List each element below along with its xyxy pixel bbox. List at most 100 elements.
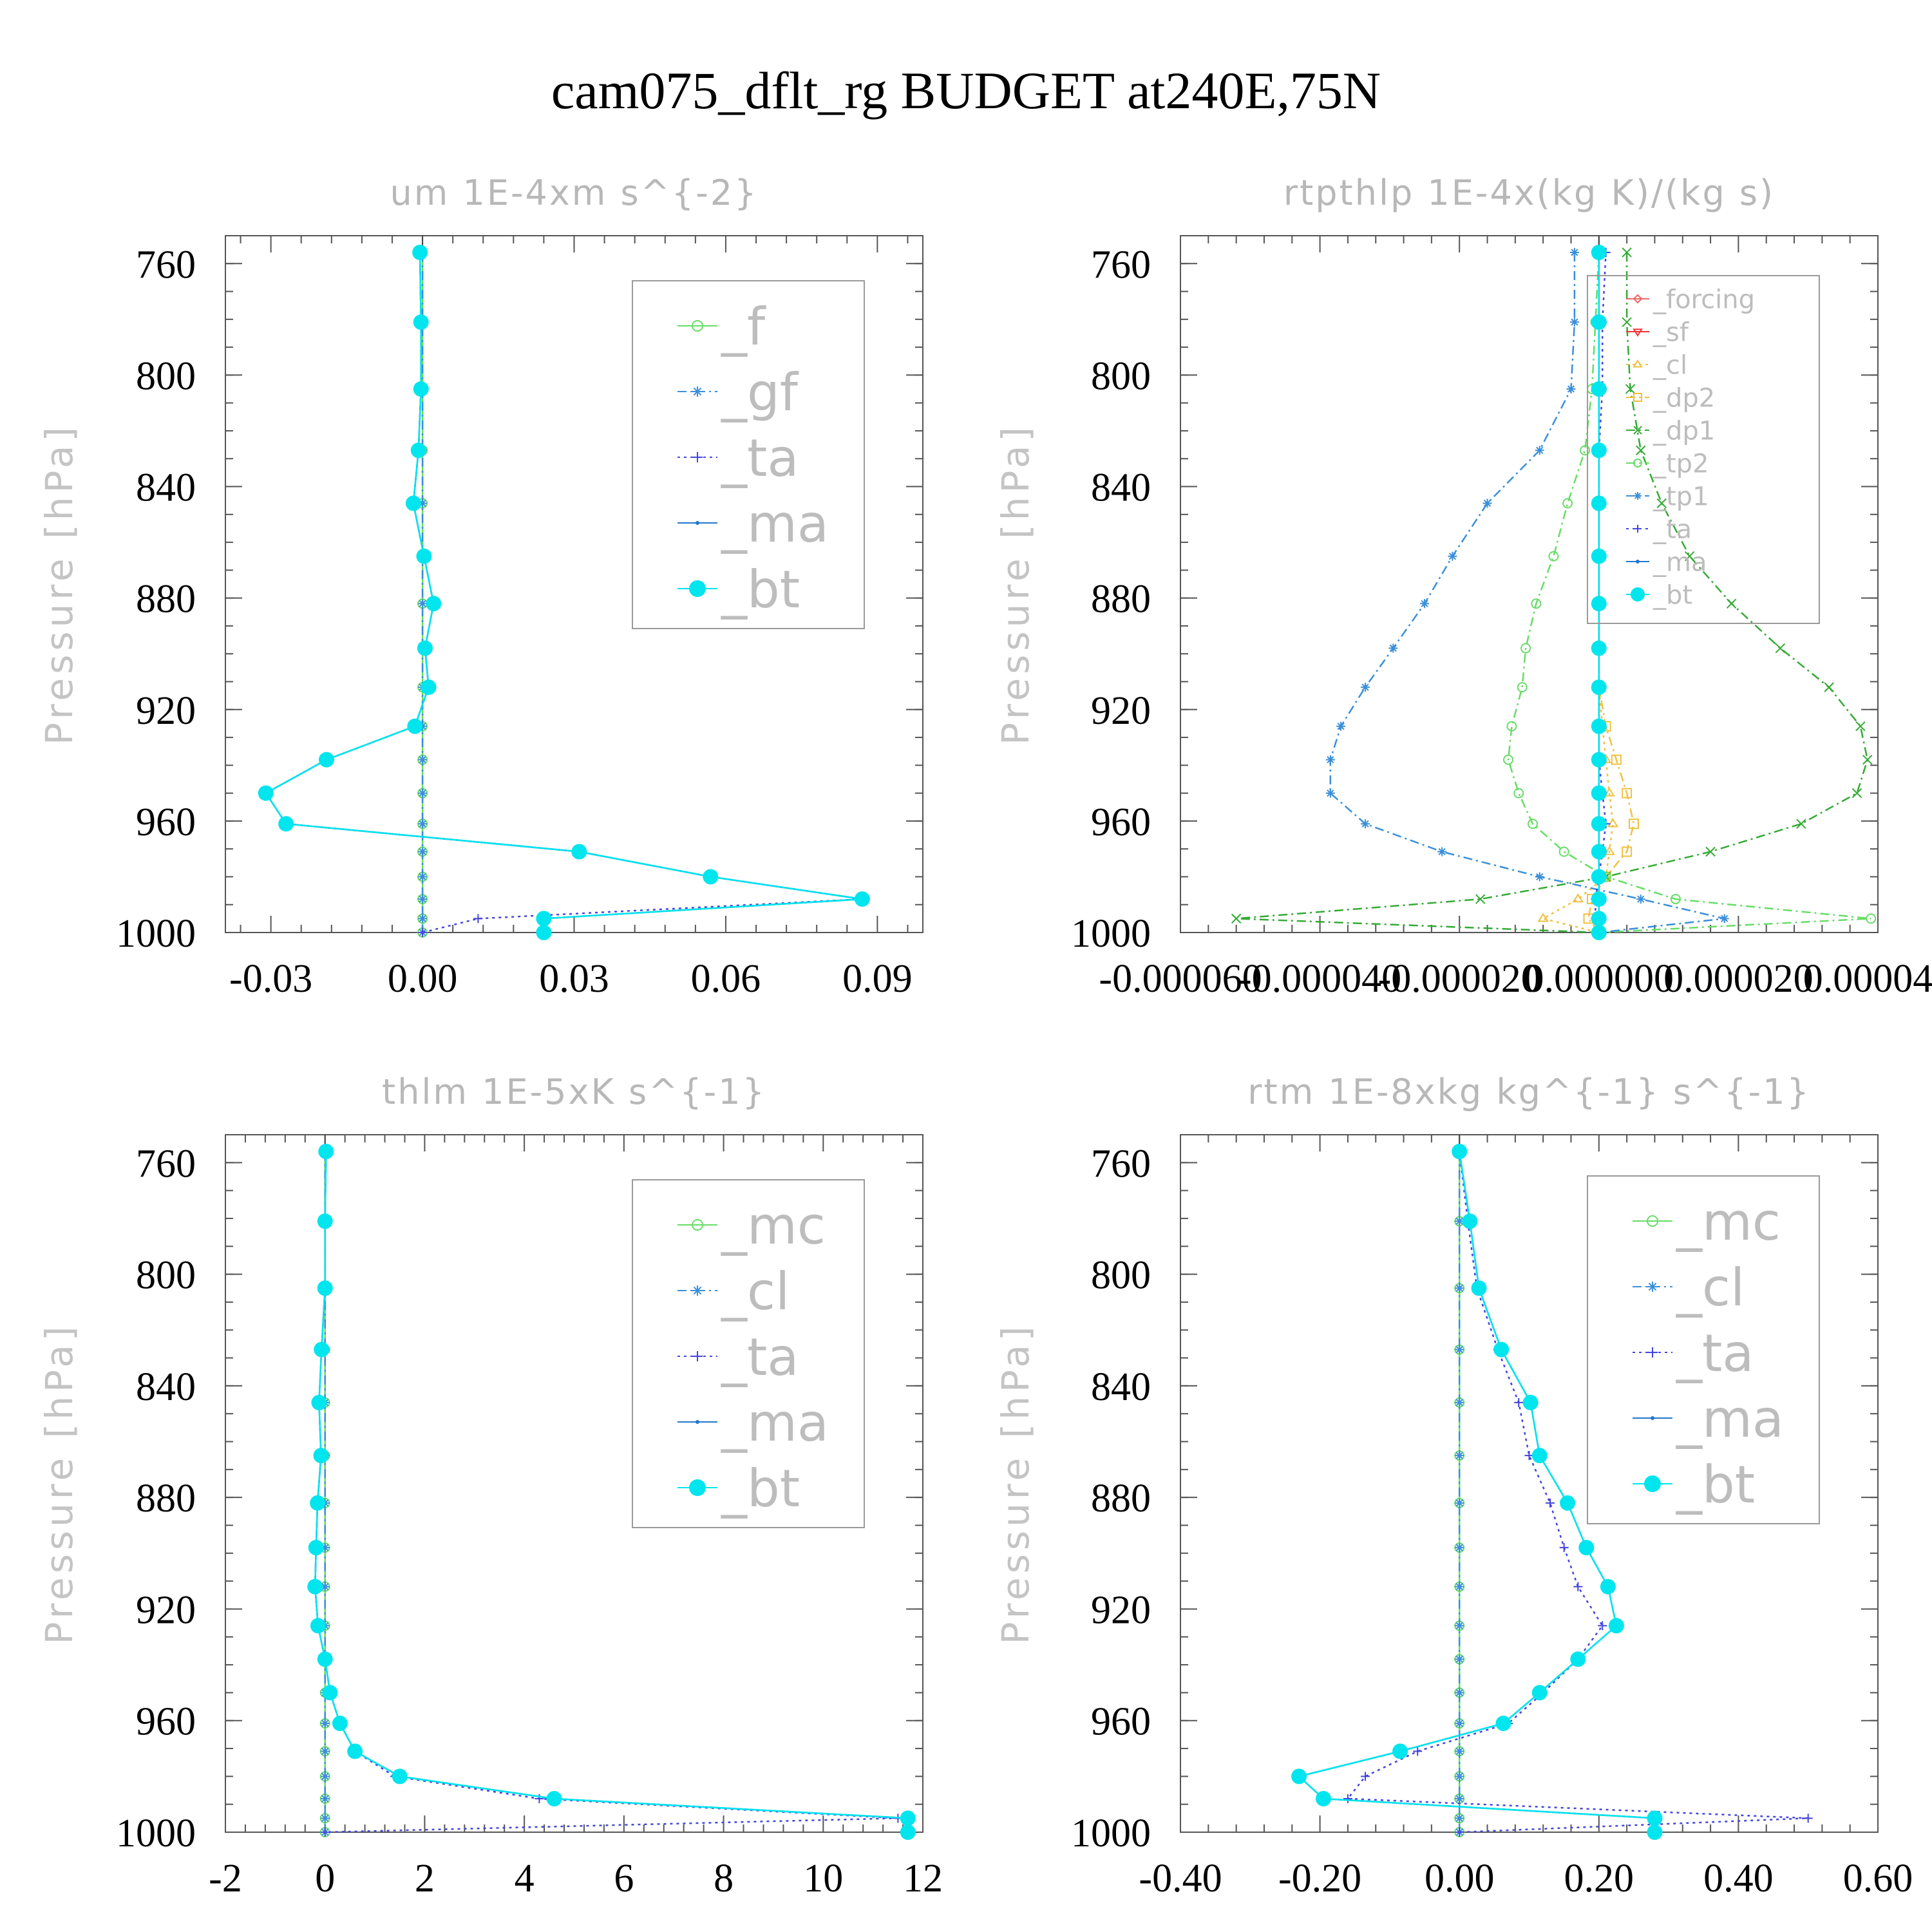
data-point <box>1413 1747 1423 1756</box>
legend-label: _forcing <box>1653 285 1755 314</box>
data-point <box>536 925 552 940</box>
data-point <box>1535 872 1544 882</box>
data-point <box>1573 1582 1583 1591</box>
data-point <box>1570 1651 1586 1667</box>
data-point <box>1455 1283 1464 1293</box>
data-point <box>1622 788 1633 799</box>
y-tick-label: 920 <box>1091 1588 1151 1632</box>
data-point <box>418 788 428 798</box>
data-point <box>347 1743 363 1759</box>
data-point <box>1517 682 1528 693</box>
x-tick-label: 0.00 <box>388 957 458 1001</box>
x-tick-label: 0.20 <box>1564 1857 1634 1900</box>
data-point <box>1437 847 1447 857</box>
series-line <box>1507 252 1871 934</box>
data-point <box>1591 495 1607 511</box>
legend-label: _f <box>721 297 766 357</box>
data-point <box>1316 1791 1332 1807</box>
data-point <box>1471 1280 1487 1296</box>
data-point <box>407 718 423 734</box>
legend-marker <box>1633 426 1642 435</box>
data-point <box>1493 1341 1510 1358</box>
data-point <box>1388 643 1398 653</box>
legend-marker <box>692 1351 703 1361</box>
data-point <box>1607 818 1619 828</box>
legend-label: _ma <box>1653 547 1707 577</box>
data-point <box>1591 891 1607 907</box>
data-point <box>1566 384 1576 394</box>
data-point <box>1455 1828 1464 1837</box>
legend: _f _gf _ta_ma_bt <box>632 280 865 629</box>
data-point <box>317 1651 333 1667</box>
data-point <box>1455 1582 1464 1591</box>
panel-title: um 1E-4xm s^{-2} <box>390 173 759 213</box>
y-tick-label: 840 <box>1091 1365 1151 1409</box>
data-point <box>1513 788 1524 799</box>
data-point <box>413 381 429 397</box>
legend-label: _tp1 <box>1653 482 1709 511</box>
series-bt <box>1591 244 1607 940</box>
legend-marker <box>1647 1347 1658 1358</box>
data-point <box>1591 911 1607 927</box>
x-tick-label: -0.000020 <box>1378 957 1541 1001</box>
x-tick-label: -0.000040 <box>1238 957 1401 1001</box>
data-point <box>1705 846 1716 857</box>
legend-marker <box>692 1219 703 1231</box>
data-point <box>320 1794 330 1804</box>
data-point <box>1336 721 1346 731</box>
data-point <box>546 1791 562 1807</box>
legend-label: _bt <box>1653 580 1692 610</box>
y-tick-label: 760 <box>136 1142 196 1186</box>
series-bt <box>307 1143 916 1840</box>
data-point <box>1591 314 1607 330</box>
legend-marker <box>1651 1416 1654 1420</box>
data-point <box>1600 1578 1616 1595</box>
data-point <box>421 679 437 696</box>
x-tick-label: 0.000000 <box>1524 957 1674 1001</box>
data-point <box>900 1824 916 1840</box>
data-point <box>1622 846 1633 857</box>
legend-label: _cl <box>1676 1258 1745 1318</box>
data-point <box>1569 247 1579 257</box>
data-point <box>1622 247 1632 258</box>
data-point <box>1562 498 1573 509</box>
legend-label: _ta <box>1653 515 1692 544</box>
data-point <box>1537 913 1549 922</box>
legend-marker <box>1647 1215 1658 1227</box>
data-point <box>313 1448 329 1464</box>
y-tick-label: 1000 <box>1071 1812 1151 1855</box>
data-point <box>418 872 428 882</box>
legend-marker <box>1647 1282 1658 1292</box>
data-point <box>1591 925 1607 940</box>
data-point <box>320 1828 330 1837</box>
x-tick-label: 0.000020 <box>1663 957 1814 1001</box>
legend-marker <box>692 452 703 462</box>
data-point <box>1591 869 1607 885</box>
data-point <box>1604 787 1615 797</box>
x-tick-label: -2 <box>209 1857 242 1900</box>
data-point <box>318 752 334 768</box>
data-point <box>1455 1719 1464 1728</box>
data-point <box>1591 718 1607 734</box>
legend-marker <box>692 386 703 397</box>
data-point <box>332 1716 348 1732</box>
data-point <box>1796 819 1806 829</box>
data-point <box>1455 1688 1464 1698</box>
y-axis-label: Pressure [hPa] <box>37 1322 81 1644</box>
data-point <box>703 869 719 885</box>
x-tick-label: 0.06 <box>691 957 761 1001</box>
legend-label: _mc <box>721 1196 826 1256</box>
chart-panels: um 1E-4xm s^{-2} Pressure [hPa] 760 800 840 8… <box>37 173 1932 1900</box>
legend-label: _ta <box>721 428 799 488</box>
chart-panel-4: rtm 1E-8xkg kg^{-1} s^{-1} Pressure [hPa]… <box>994 1072 1913 1900</box>
data-point <box>1503 754 1514 765</box>
legend-label: _dp1 <box>1653 416 1715 446</box>
y-tick-label: 880 <box>136 1477 196 1520</box>
y-tick-label: 800 <box>1091 1254 1151 1298</box>
data-point <box>1591 640 1607 656</box>
data-point <box>1325 755 1335 764</box>
plot-frame <box>1180 1134 1879 1833</box>
data-point <box>1803 1814 1813 1823</box>
series-bt <box>258 244 870 940</box>
data-point <box>1855 721 1866 732</box>
